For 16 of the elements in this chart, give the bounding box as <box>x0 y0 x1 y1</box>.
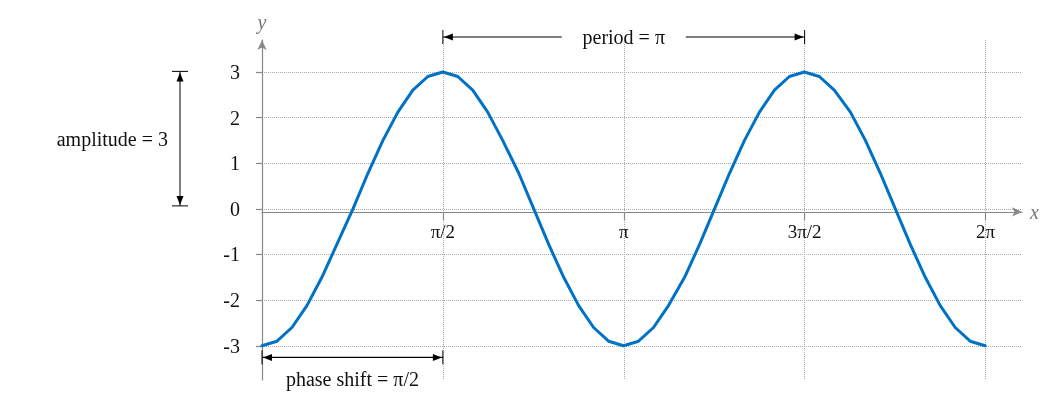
y-tick-label: 1 <box>230 152 240 175</box>
y-tick-label: 2 <box>230 106 240 129</box>
x-axis-title: x <box>1029 200 1039 223</box>
y-tick-label: 3 <box>230 60 240 83</box>
x-tick-label: π/2 <box>430 220 456 242</box>
text: amplitude = 3 <box>56 127 168 151</box>
y-tick-label: -3 <box>223 334 240 357</box>
annotation: phase shift = π/2 <box>285 368 419 392</box>
y-axis-title: y <box>255 11 267 34</box>
x-tick-label: π <box>618 220 629 242</box>
x-tick-label: 3π/2 <box>787 220 822 242</box>
x-tick-label: 2π <box>975 220 996 242</box>
y-tick-label: -1 <box>223 243 240 266</box>
y-tick-label: -2 <box>223 289 240 312</box>
annotation: period = π <box>582 26 665 49</box>
y-tick-label: 0 <box>230 197 240 220</box>
